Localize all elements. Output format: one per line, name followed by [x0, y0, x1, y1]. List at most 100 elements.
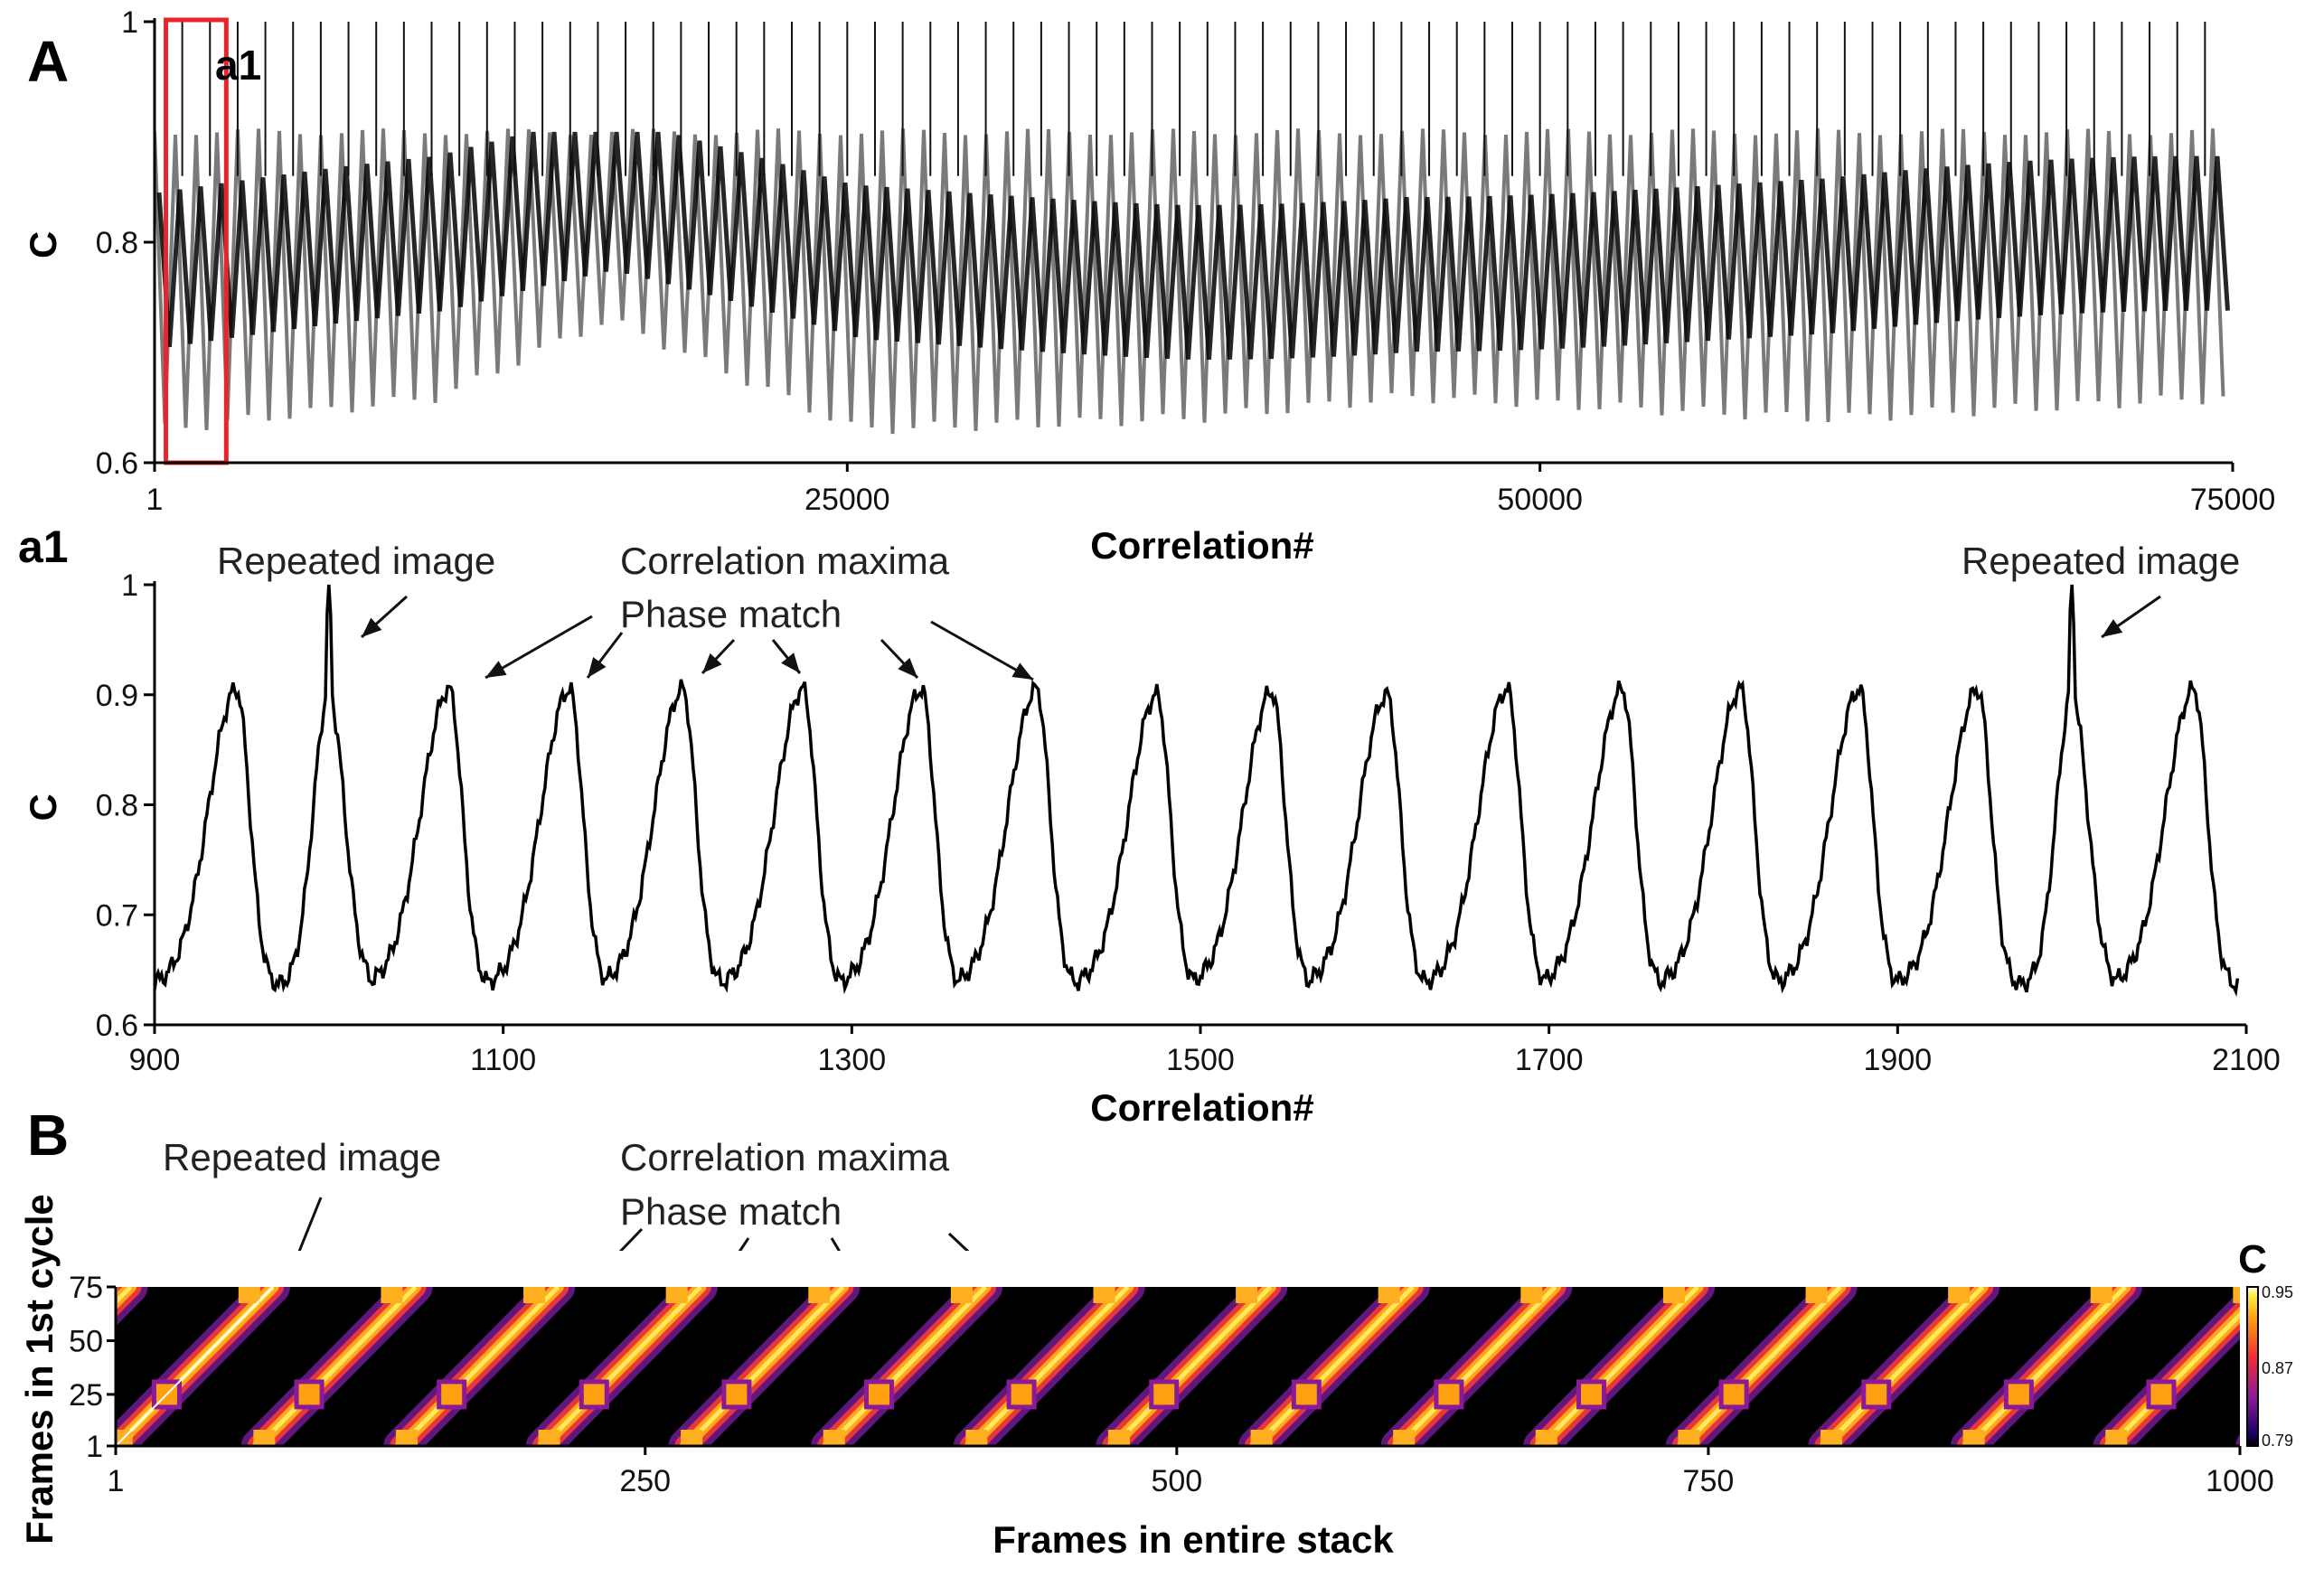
heatmap-band: [1808, 1270, 2000, 1463]
heatmap-corner-bottom: [1962, 1430, 1985, 1446]
heatmap-node: [1434, 1379, 1464, 1410]
arrow-maxima-2-head: [588, 657, 607, 678]
chart-a1-y-tick-label: 0.6: [96, 1009, 138, 1043]
annotation-correlation-maxima-B: Correlation maxima: [620, 1136, 950, 1178]
heatmap-mask-left: [0, 1233, 116, 1500]
heatmap-node: [1576, 1379, 1607, 1410]
heatmap-band-core: [399, 1285, 560, 1448]
chart-a1-x-tick-label: 1900: [1864, 1043, 1933, 1077]
chart-B-y-tick-label: 25: [69, 1378, 103, 1413]
heatmap-band: [1950, 1270, 2142, 1463]
heatmap-band: [953, 1270, 1145, 1463]
heatmap-band-core: [826, 1285, 987, 1448]
chart-B-y-label: Frames in 1st cycle: [18, 1194, 61, 1544]
heatmap-corner-top: [238, 1287, 260, 1303]
heatmap-band: [1380, 1270, 1573, 1463]
panel-label-B: B: [27, 1103, 69, 1168]
heatmap-node: [294, 1379, 325, 1410]
arrow-repeated-left: [360, 595, 409, 639]
heatmap-corner-top: [665, 1287, 688, 1303]
chart-a1-y-tick-label: 0.9: [96, 679, 138, 713]
heatmap-corner-bottom: [395, 1430, 418, 1446]
chart-a1-x-tick-label: 1700: [1515, 1043, 1584, 1077]
chart-a1-y-label: C: [22, 793, 64, 821]
annotation-repeated-image-B: Repeated image: [163, 1136, 441, 1178]
chart-A-x-tick-label: 25000: [804, 483, 890, 517]
arrow-maxima-1-shaft: [485, 615, 593, 680]
chart-a1: 900 1100 1300 1500 1700 1900 2100 0.6 0.7 0.8 0.9 1…: [22, 540, 2281, 1129]
heatmap-corner-bottom: [1678, 1430, 1700, 1446]
chart-B-x-tick-label: 1: [108, 1464, 125, 1498]
heatmap-band-core: [1966, 1285, 2127, 1448]
annotation-correlation-maxima: Correlation maxima: [620, 540, 950, 582]
heatmap-band: [383, 1270, 576, 1463]
heatmap-node: [1149, 1379, 1180, 1410]
heatmap-band-core: [256, 1285, 418, 1448]
chart-B-y-tick-label: 1: [86, 1430, 103, 1464]
chart-a1-annotations: Repeated image Repeated image Correlatio…: [217, 540, 2240, 635]
chart-A: 1 25000 50000 75000 0.6 0.8 1 a1 C Correlation…: [22, 5, 2275, 567]
chart-A-y-tick-label: 0.8: [96, 226, 138, 260]
heatmap-corner-bottom: [1535, 1430, 1557, 1446]
heatmap-corner-top: [1948, 1287, 1971, 1303]
heatmap-mask-top: [116, 1251, 2240, 1287]
heatmap-node: [721, 1379, 752, 1410]
chart-B-annotations: Repeated image Correlation maxima Phase …: [163, 1136, 950, 1233]
colorbar-max: 0.95: [2262, 1283, 2293, 1301]
arrow-maxima-2: [586, 632, 624, 679]
annotation-repeated-image-right: Repeated image: [1962, 540, 2240, 582]
arrow-maxima-4-head: [781, 652, 800, 673]
chart-B-x-label: Frames in entire stack: [993, 1518, 1394, 1561]
heatmap-corner-bottom: [1393, 1430, 1416, 1446]
arrow-maxima-1-head: [485, 661, 507, 678]
heatmap-corner-top: [1520, 1287, 1543, 1303]
heatmap-corner-top: [1236, 1287, 1258, 1303]
chart-a1-x-tick-label: 900: [129, 1043, 181, 1077]
chart-a1-y-tick-label: 1: [121, 568, 138, 603]
arrow-maxima-4: [771, 639, 802, 674]
heatmap-band-core: [968, 1285, 1130, 1448]
chart-a1-x-tick-label: 1500: [1166, 1043, 1235, 1077]
heatmap-band-core: [541, 1285, 702, 1448]
heatmap-band: [240, 1270, 433, 1463]
chart-a1-y-tick-label: 0.7: [96, 898, 138, 933]
heatmap-node: [2146, 1379, 2177, 1410]
arrow-maxima-3-head: [702, 652, 722, 673]
heatmap-band-core: [1254, 1285, 1415, 1448]
heatmap-corner-top: [381, 1287, 403, 1303]
arrow-repeated-right: [2101, 595, 2161, 639]
heatmap-node: [579, 1379, 609, 1410]
heatmap-corner-top: [2090, 1287, 2112, 1303]
chart-A-series-envelope: [155, 128, 2225, 435]
chart-A-spikes: [181, 22, 2206, 176]
annotation-phase-match: Phase match: [620, 593, 842, 635]
colorbar-label: C: [2238, 1237, 2267, 1281]
chart-A-x-tick-label: 1: [146, 483, 164, 517]
arrow-maxima-5-head: [898, 657, 917, 678]
chart-a1-x-tick-label: 1300: [818, 1043, 887, 1077]
heatmap-corner-top: [523, 1287, 546, 1303]
heatmap-corner-bottom: [681, 1430, 703, 1446]
chart-B-y-tick-label: 50: [69, 1324, 103, 1358]
panel-label-a1: a1: [18, 521, 69, 572]
chart-B-x-tick-label: 750: [1683, 1464, 1735, 1498]
chart-B-axes: 1 250 500 750 1000 1 25 50 75: [69, 1271, 2274, 1498]
colorbar-min: 0.79: [2262, 1432, 2293, 1450]
heatmap-band: [668, 1270, 861, 1463]
heatmap-node: [1718, 1379, 1749, 1410]
colorbar-mid: 0.87: [2262, 1359, 2293, 1377]
heatmap-corner-bottom: [1107, 1430, 1130, 1446]
chart-A-x-label: Correlation#: [1090, 524, 1313, 567]
heatmap-corner-bottom: [2105, 1430, 2128, 1446]
chart-B-x-tick-label: 1000: [2206, 1464, 2274, 1498]
chart-a1-x-tick-label: 1100: [470, 1043, 536, 1077]
arrow-maxima-3: [701, 638, 736, 675]
heatmap-corner-bottom: [538, 1430, 560, 1446]
chart-a1-arrows: [360, 595, 2161, 681]
arrow-maxima-5: [880, 638, 919, 680]
heatmap-band-core: [1823, 1285, 1985, 1448]
arrow-repeated-right-head: [2102, 619, 2123, 637]
chart-B-x-tick-label: 500: [1151, 1464, 1202, 1498]
arrow-maxima-1: [485, 615, 593, 680]
